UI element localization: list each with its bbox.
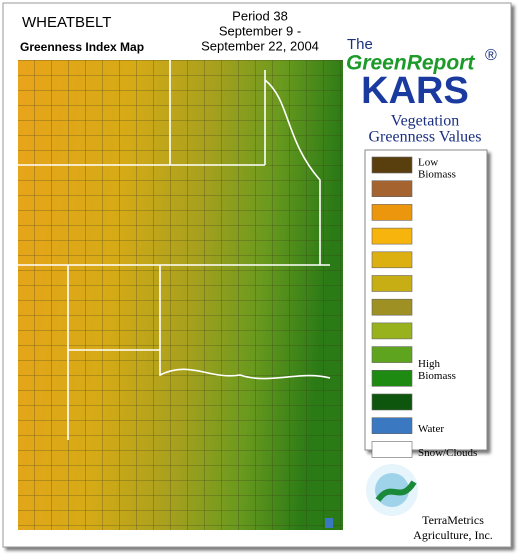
legend-label: Biomass — [418, 370, 456, 382]
period-line: September 22, 2004 — [201, 38, 319, 53]
company-line: TerraMetrics — [422, 513, 484, 527]
legend-swatch — [371, 393, 413, 411]
legend-swatch — [371, 275, 413, 292]
legend-label: Low — [418, 157, 438, 169]
legend-title: Greenness Values — [368, 129, 481, 146]
legend-swatch — [371, 369, 413, 387]
brand-mark: ® — [485, 47, 497, 64]
legend-swatch — [371, 180, 413, 197]
legend-swatch — [371, 346, 413, 363]
legend-swatch — [371, 441, 413, 458]
legend-swatch — [371, 322, 413, 340]
product: KARS — [361, 70, 469, 112]
legend-label: Water — [418, 423, 444, 435]
map — [18, 60, 343, 530]
legend-swatch — [371, 298, 413, 316]
legend-swatch — [371, 227, 413, 245]
logo — [366, 464, 418, 516]
brand-the: The — [347, 36, 373, 53]
brand-name: GreenReport — [346, 52, 475, 75]
title: WHEATBELT — [22, 14, 111, 31]
period-line: September 9 - — [219, 23, 301, 38]
legend-label: Snow/Clouds — [418, 447, 477, 459]
legend-swatch — [371, 156, 413, 174]
legend-label: High — [418, 358, 441, 370]
legend-swatch — [371, 204, 413, 221]
legend-swatch — [371, 417, 413, 435]
period-line: Period 38 — [232, 8, 288, 23]
subtitle: Greenness Index Map — [20, 40, 144, 54]
legend-title: Vegetation — [391, 113, 459, 130]
legend-swatch — [371, 251, 413, 269]
legend-label: Biomass — [418, 169, 456, 181]
company-line: Agriculture, Inc. — [413, 528, 493, 542]
